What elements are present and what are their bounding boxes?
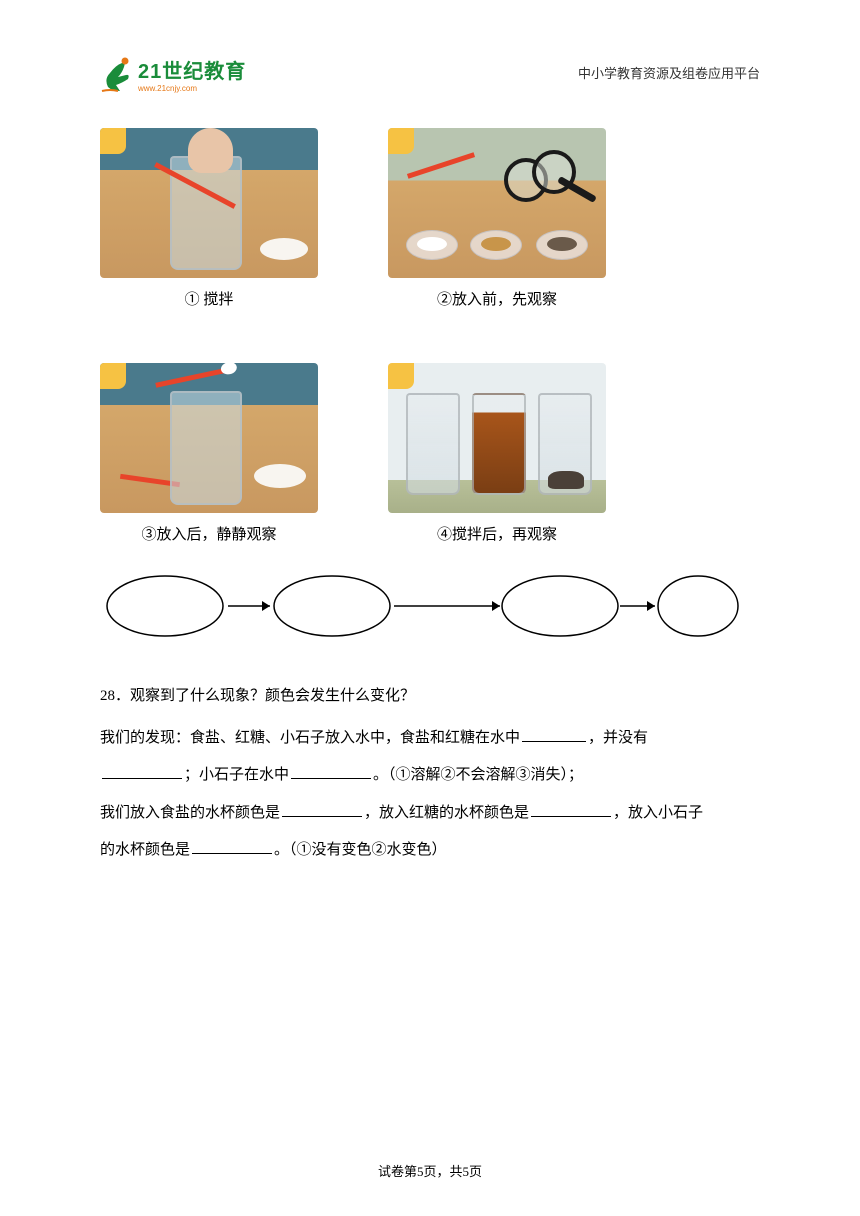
blank-2[interactable] — [102, 761, 182, 779]
experiment-step-3: ③放入后，静静观察 — [100, 363, 318, 544]
experiment-row-1: ① 搅拌 ②放入前，先观察 — [100, 128, 760, 309]
q-text: 我们的发现：食盐、红糖、小石子放入水中，食盐和红糖在水中 — [100, 730, 520, 746]
blank-5[interactable] — [531, 799, 611, 817]
runner-icon — [100, 55, 134, 93]
experiment-step-2: ②放入前，先观察 — [388, 128, 606, 309]
question-line-4: 的水杯颜色是 。（①没有变色②水变色） — [100, 832, 760, 870]
footer-text: 试卷第 — [378, 1164, 417, 1179]
photo-observe-after-stir — [388, 363, 606, 513]
experiment-step-4: ④搅拌后，再观察 — [388, 363, 606, 544]
flow-diagram — [100, 566, 760, 646]
footer-text: 页 — [469, 1164, 482, 1179]
question-line-1: 我们的发现：食盐、红糖、小石子放入水中，食盐和红糖在水中 ，并没有 — [100, 720, 760, 758]
question-block: 28．观察到了什么现象？颜色会发生什么变化？ 我们的发现：食盐、红糖、小石子放入… — [100, 678, 760, 870]
page-footer: 试卷第5页，共5页 — [0, 1161, 860, 1180]
q-text: 。（①没有变色②水变色） — [274, 842, 447, 858]
q-text: 我们放入食盐的水杯颜色是 — [100, 805, 280, 821]
page-header: 21世纪教育 www.21cnjy.com 中小学教育资源及组卷应用平台 — [100, 55, 760, 93]
logo-main-text: 21世纪教育 — [138, 55, 246, 84]
logo-sub-text: www.21cnjy.com — [138, 84, 246, 93]
q-text: 。（①溶解②不会溶解③消失）； — [373, 767, 583, 783]
question-title: 28．观察到了什么现象？颜色会发生什么变化？ — [100, 678, 760, 716]
logo: 21世纪教育 www.21cnjy.com — [100, 55, 246, 93]
caption-step-2: ②放入前，先观察 — [437, 288, 557, 309]
caption-step-3: ③放入后，静静观察 — [141, 523, 276, 544]
q-text: ，放入小石子 — [613, 805, 703, 821]
photo-observe-after-put — [100, 363, 318, 513]
q-text: ，并没有 — [588, 730, 648, 746]
question-line-3: 我们放入食盐的水杯颜色是 ，放入红糖的水杯颜色是 ，放入小石子 — [100, 795, 760, 833]
logo-text: 21世纪教育 www.21cnjy.com — [138, 55, 246, 93]
q-text: 的水杯颜色是 — [100, 842, 190, 858]
blank-4[interactable] — [282, 799, 362, 817]
blank-6[interactable] — [192, 836, 272, 854]
blank-1[interactable] — [522, 724, 586, 742]
footer-text: 页，共 — [423, 1164, 462, 1179]
caption-step-1: ① 搅拌 — [185, 288, 234, 309]
caption-step-4: ④搅拌后，再观察 — [437, 523, 557, 544]
photo-observe-before — [388, 128, 606, 278]
q-text: ；小石子在水中 — [184, 767, 289, 783]
experiment-step-1: ① 搅拌 — [100, 128, 318, 309]
experiment-row-2: ③放入后，静静观察 ④搅拌后，再观察 — [100, 363, 760, 544]
header-subtitle: 中小学教育资源及组卷应用平台 — [578, 63, 760, 82]
blank-3[interactable] — [291, 761, 371, 779]
question-line-2: ；小石子在水中 。（①溶解②不会溶解③消失）； — [100, 757, 760, 795]
photo-stir — [100, 128, 318, 278]
q-text: ，放入红糖的水杯颜色是 — [364, 805, 529, 821]
